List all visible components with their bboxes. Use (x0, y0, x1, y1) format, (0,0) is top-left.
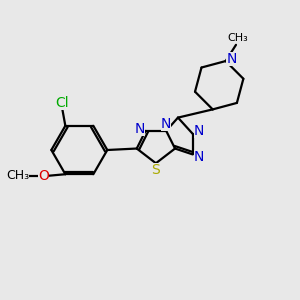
Text: CH₃: CH₃ (6, 169, 29, 182)
Text: CH₃: CH₃ (227, 33, 248, 43)
Text: S: S (152, 163, 160, 177)
Text: N: N (161, 117, 171, 131)
Text: N: N (194, 124, 204, 138)
Text: N: N (194, 150, 204, 164)
Text: O: O (38, 169, 49, 183)
Text: Cl: Cl (56, 96, 69, 110)
Text: N: N (226, 52, 237, 66)
Text: N: N (135, 122, 146, 136)
